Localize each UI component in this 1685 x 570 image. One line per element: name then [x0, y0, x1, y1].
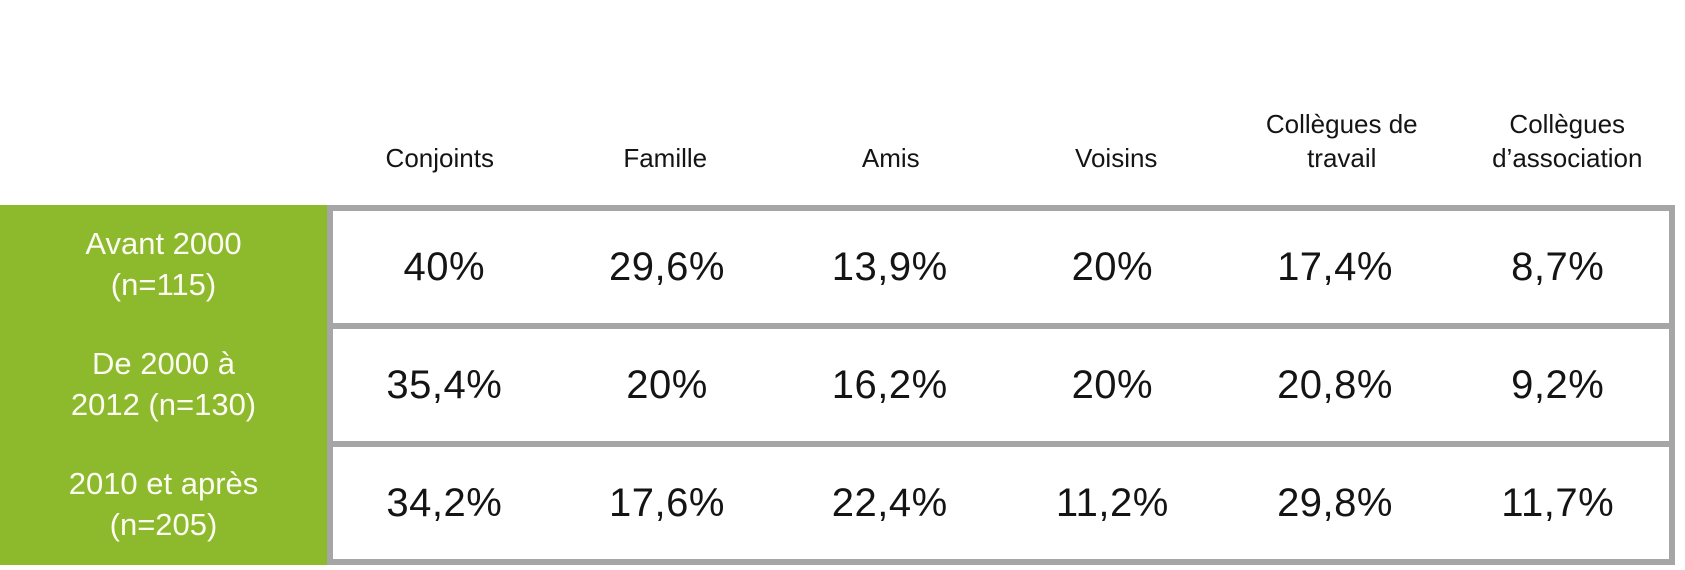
row-header-label-line: (n=205) [109, 507, 218, 542]
data-cell: 11,2% [1055, 480, 1169, 525]
data-cell: 13,9% [831, 244, 948, 289]
column-header-collegues-association: Collègues d’association [1455, 108, 1681, 177]
data-cell: 20,8% [1277, 362, 1393, 407]
data-cell: 35,4% [386, 362, 503, 407]
column-header-label: Voisins [1075, 142, 1158, 173]
row-header-2000-2012: De 2000 à 2012 (n=130) [0, 325, 327, 445]
data-cell: 20% [1071, 362, 1154, 407]
column-header-amis: Amis [778, 142, 1004, 177]
column-header-famille: Famille [553, 142, 779, 177]
row-header-label-line: Avant 2000 [85, 226, 242, 262]
column-header-label: Collègues de travail [1265, 109, 1418, 173]
column-header-row: Conjoints Famille Amis Voisins Collègues… [327, 88, 1680, 177]
data-grid: 40% 29,6% 13,9% 20% 17,4% 8,7% 35,4% 20%… [327, 205, 1675, 565]
data-cell: 8,7% [1511, 244, 1605, 289]
row-header-label-line: (n=115) [110, 267, 217, 302]
data-cell: 17,6% [609, 480, 725, 525]
data-table: Avant 2000 (n=115) De 2000 à 2012 (n=130… [0, 205, 1685, 565]
column-header-conjoints: Conjoints [327, 142, 553, 177]
column-header-label: Amis [861, 142, 920, 173]
row-header-label-line: De 2000 à [91, 346, 236, 382]
data-cell: 16,2% [831, 362, 948, 407]
data-cell: 9,2% [1511, 362, 1605, 407]
row-header-column: Avant 2000 (n=115) De 2000 à 2012 (n=130… [0, 205, 327, 565]
data-cell: 34,2% [386, 480, 503, 525]
column-header-collegues-travail: Collègues de travail [1229, 108, 1455, 177]
data-cell: 40% [403, 244, 486, 289]
table-row: 35,4% 20% 16,2% 20% 20,8% 9,2% [333, 323, 1669, 441]
data-cell: 22,4% [831, 480, 948, 525]
table-row: 40% 29,6% 13,9% 20% 17,4% 8,7% [333, 211, 1669, 323]
column-header-label: Collègues d’association [1492, 109, 1643, 173]
column-header-label: Conjoints [385, 142, 494, 173]
data-cell: 20% [1071, 244, 1154, 289]
column-header-voisins: Voisins [1004, 142, 1230, 177]
data-cell: 29,8% [1277, 480, 1393, 525]
data-cell: 29,6% [609, 244, 725, 289]
row-header-2010-apres: 2010 et après (n=205) [0, 445, 327, 565]
row-header-avant-2000: Avant 2000 (n=115) [0, 205, 327, 325]
data-cell: 17,4% [1277, 244, 1393, 289]
table-row: 34,2% 17,6% 22,4% 11,2% 29,8% 11,7% [333, 441, 1669, 559]
row-header-label-line: 2010 et après [68, 466, 259, 502]
row-header-label-line: 2012 (n=130) [70, 387, 257, 422]
data-cell: 11,7% [1501, 480, 1615, 525]
data-cell: 20% [626, 362, 708, 407]
column-header-label: Famille [623, 142, 708, 173]
